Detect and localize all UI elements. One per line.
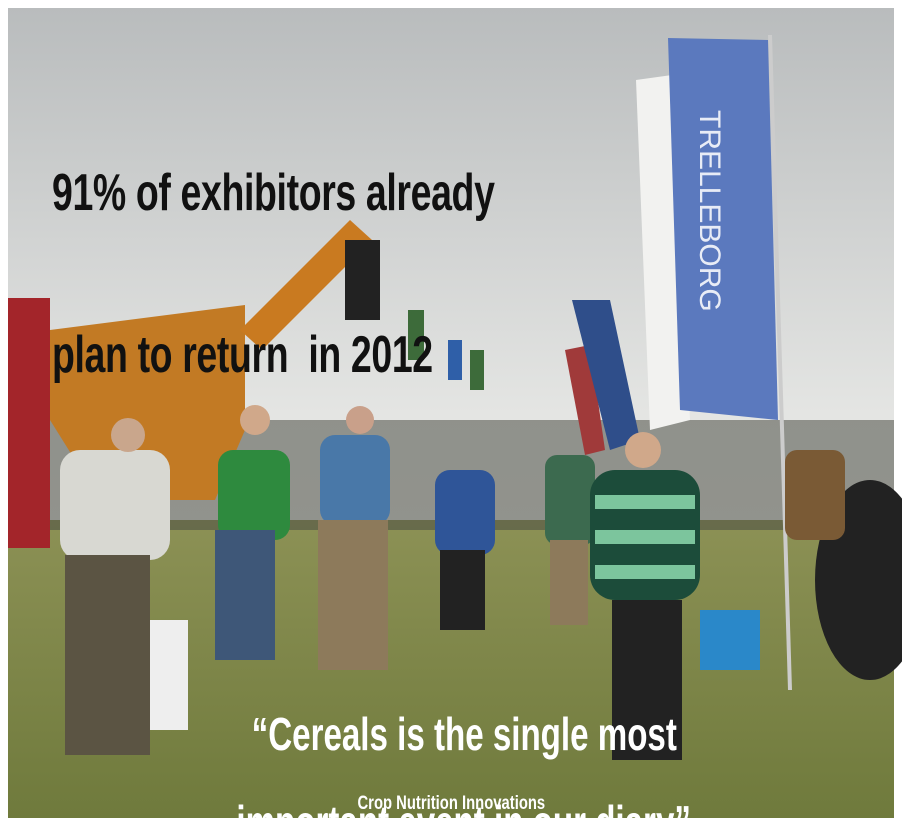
flag	[448, 340, 462, 380]
trelleborg-flag	[668, 38, 778, 420]
flag	[470, 350, 484, 390]
attribution-box: Crop Nutrition Innovations	[0, 793, 902, 815]
headline-line: plan to return in 2012	[52, 326, 433, 384]
person	[435, 470, 495, 555]
auger-spout	[345, 240, 380, 320]
person	[612, 600, 682, 760]
headline-line: 91% of exhibitors already	[52, 164, 495, 222]
stripe	[595, 565, 695, 579]
person	[785, 450, 845, 540]
bag	[700, 610, 760, 670]
flag	[572, 300, 640, 450]
person	[625, 432, 661, 468]
person	[240, 405, 270, 435]
person	[215, 530, 275, 660]
flag	[565, 345, 605, 455]
person	[550, 540, 588, 625]
red-trailer	[8, 298, 50, 548]
auger	[240, 220, 372, 350]
bag	[150, 620, 188, 730]
person	[346, 406, 374, 434]
flag	[408, 310, 424, 360]
person	[440, 550, 485, 630]
flag-text: TRELLEBORG	[693, 110, 726, 312]
person	[545, 455, 595, 545]
stripe	[595, 530, 695, 544]
people	[60, 405, 845, 760]
person	[318, 520, 388, 670]
person	[218, 450, 290, 540]
person	[65, 555, 150, 755]
headline: 91% of exhibitors already plan to return…	[52, 58, 495, 436]
attribution: Crop Nutrition Innovations	[357, 793, 545, 814]
person	[60, 450, 170, 560]
person	[111, 418, 145, 452]
quote-line: “Cereals is the single most	[251, 708, 677, 760]
quote: “Cereals is the single most important ev…	[0, 668, 902, 825]
person	[320, 435, 390, 525]
flag-pole	[768, 34, 792, 691]
quote-line: important event in our diary”	[236, 796, 692, 825]
stripe	[595, 495, 695, 509]
